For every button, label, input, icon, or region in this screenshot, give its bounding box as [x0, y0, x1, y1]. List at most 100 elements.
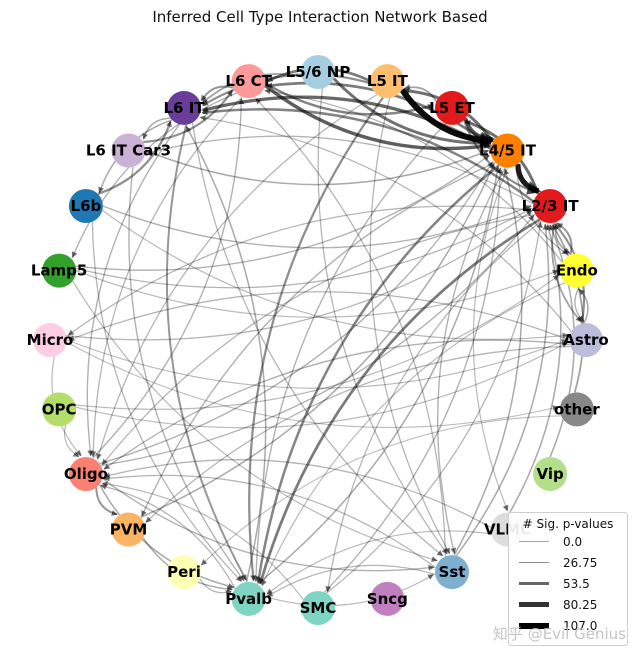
- node-astro: Astro: [563, 323, 609, 357]
- edge-pvm-to-l4-5-it: [140, 163, 495, 519]
- edge-oligo-to-pvm: [95, 487, 118, 516]
- edge-oligo-to-l2-3-it: [100, 214, 535, 467]
- node-label: Sst: [439, 563, 466, 581]
- edge-peri-to-pvalb: [199, 578, 232, 596]
- node-label: Peri: [167, 563, 201, 581]
- legend-label: 80.25: [563, 597, 598, 612]
- edge-oligo-to-l6-ct: [91, 97, 245, 459]
- node-circle: [68, 189, 103, 223]
- node-label: L5 IT: [367, 72, 409, 90]
- node-circle: [167, 555, 201, 590]
- node-micro: Micro: [27, 323, 74, 357]
- legend-line-0: [519, 541, 549, 542]
- node-l5-6-np: L5/6 NP: [286, 55, 350, 89]
- edge-lamp5-to-endo: [75, 269, 559, 318]
- edge-l6b-to-pvalb: [91, 221, 242, 582]
- node-circle: [231, 581, 266, 616]
- node-circle: [301, 55, 335, 89]
- node-l6-it-car3: L6 IT Car3: [86, 133, 171, 168]
- edge-sst-to-pvalb: [266, 564, 436, 597]
- node-label: Micro: [27, 331, 74, 349]
- node-circle: [68, 457, 103, 491]
- edge-sst-to-l4-5-it: [453, 168, 523, 556]
- legend-label: 0.0: [563, 534, 583, 549]
- node-circle: [569, 323, 603, 357]
- node-label: L6 CT: [225, 72, 272, 90]
- edge-l5-it-to-oligo: [96, 94, 378, 460]
- edge-l2-3-it-to-oligo: [101, 213, 536, 466]
- legend-item: 0.0: [509, 531, 627, 552]
- node-pvalb: Pvalb: [225, 581, 272, 616]
- edge-l5-et-to-l5-it: [404, 84, 438, 102]
- node-label: PVM: [110, 521, 148, 539]
- node-label: L6b: [71, 197, 102, 215]
- legend-label: 107.0: [563, 618, 598, 633]
- edge-opc-to-endo: [75, 275, 560, 410]
- edge-other-to-peri: [200, 415, 562, 566]
- edge-micro-to-astro: [66, 339, 568, 389]
- edge-l4-5-it-to-sst: [436, 167, 506, 555]
- legend-title: # Sig. p-values: [522, 517, 614, 531]
- edge-lamp5-to-l2-3-it: [75, 207, 532, 289]
- node-circle: [559, 253, 594, 288]
- node-label: L6 IT: [163, 99, 205, 117]
- edge-vlmc-to-pvalb: [266, 530, 492, 595]
- edge-l6-it-to-sst: [191, 122, 444, 557]
- node-circle: [435, 555, 469, 590]
- edge-l2-3-it-to-l6-it: [201, 108, 535, 203]
- node-l6-it: L6 IT: [163, 90, 205, 125]
- edge-opc-to-oligo: [63, 424, 80, 457]
- node-lamp5: Lamp5: [31, 253, 87, 288]
- node-label: Vip: [536, 465, 563, 483]
- node-l5-et: L5 ET: [429, 90, 476, 125]
- edge-astro-to-pvm: [145, 345, 571, 523]
- node-l5-it: L5 IT: [367, 64, 409, 99]
- edge-vlmc-to-l2-3-it: [509, 224, 562, 514]
- node-circle: [33, 323, 67, 357]
- edge-l4-5-it-to-pvalb: [255, 164, 500, 584]
- watermark: 知乎 @Evil Genius: [492, 625, 626, 643]
- edge-sst-to-l2-3-it: [455, 223, 550, 557]
- edge-l6-it-to-pvalb: [165, 124, 248, 581]
- legend-label: 26.75: [563, 555, 598, 570]
- edge-l5-6-np-to-l4-5-it: [332, 77, 491, 147]
- edge-l4-5-it-to-vlmc: [472, 167, 509, 512]
- legend-line-4: [519, 622, 549, 629]
- node-label: OPC: [42, 400, 77, 418]
- edge-l6-it-to-l6-it-car3: [142, 117, 171, 140]
- nodes-layer: L5/6 NP L5 IT L5 ET L4/5 IT L2/3 IT Endo Astro…: [27, 55, 609, 625]
- node-label: Lamp5: [31, 262, 87, 280]
- edge-opc-to-astro: [75, 341, 568, 429]
- node-opc: OPC: [42, 392, 77, 427]
- edge-smc-to-oligo: [101, 481, 304, 600]
- edge-l6-it-car3-to-l6-ct: [143, 89, 234, 144]
- node-label: L5 ET: [429, 99, 475, 117]
- edge-pvalb-to-sst: [265, 574, 434, 607]
- node-label: Pvalb: [225, 590, 272, 608]
- node-l6-ct: L6 CT: [225, 64, 273, 99]
- edge-sst-to-oligo: [103, 474, 436, 569]
- edge-endo-to-pvalb: [261, 282, 566, 587]
- edge-l6-ct-to-l4-5-it: [263, 84, 490, 151]
- edge-l6b-to-l6-it: [97, 120, 172, 196]
- edge-l6-it-car3-to-l4-5-it: [145, 149, 490, 186]
- node-circle: [111, 133, 146, 168]
- edge-other-to-l2-3-it: [551, 224, 585, 393]
- node-label: Oligo: [64, 465, 108, 483]
- node-circle: [533, 189, 568, 223]
- edge-l2-3-it-to-micro: [67, 205, 534, 336]
- node-label: Sncg: [367, 590, 408, 608]
- node-circle: [559, 392, 594, 427]
- edge-smc-to-l4-5-it: [324, 167, 504, 593]
- edge-l2-3-it-to-pvalb: [258, 218, 541, 585]
- legend-line-3: [519, 602, 549, 607]
- node-l4-5-it: L4/5 IT: [479, 133, 537, 168]
- edge-l5-it-to-sst: [369, 97, 451, 554]
- node-smc: SMC: [300, 591, 336, 625]
- node-circle: [111, 512, 146, 547]
- edge-l6-ct-to-l5-et: [264, 82, 434, 116]
- edge-l6-it-car3-to-pvalb: [128, 166, 245, 582]
- node-vip: Vip: [533, 457, 568, 491]
- edge-astro-to-l6-it: [199, 115, 572, 332]
- node-circle: [435, 90, 469, 125]
